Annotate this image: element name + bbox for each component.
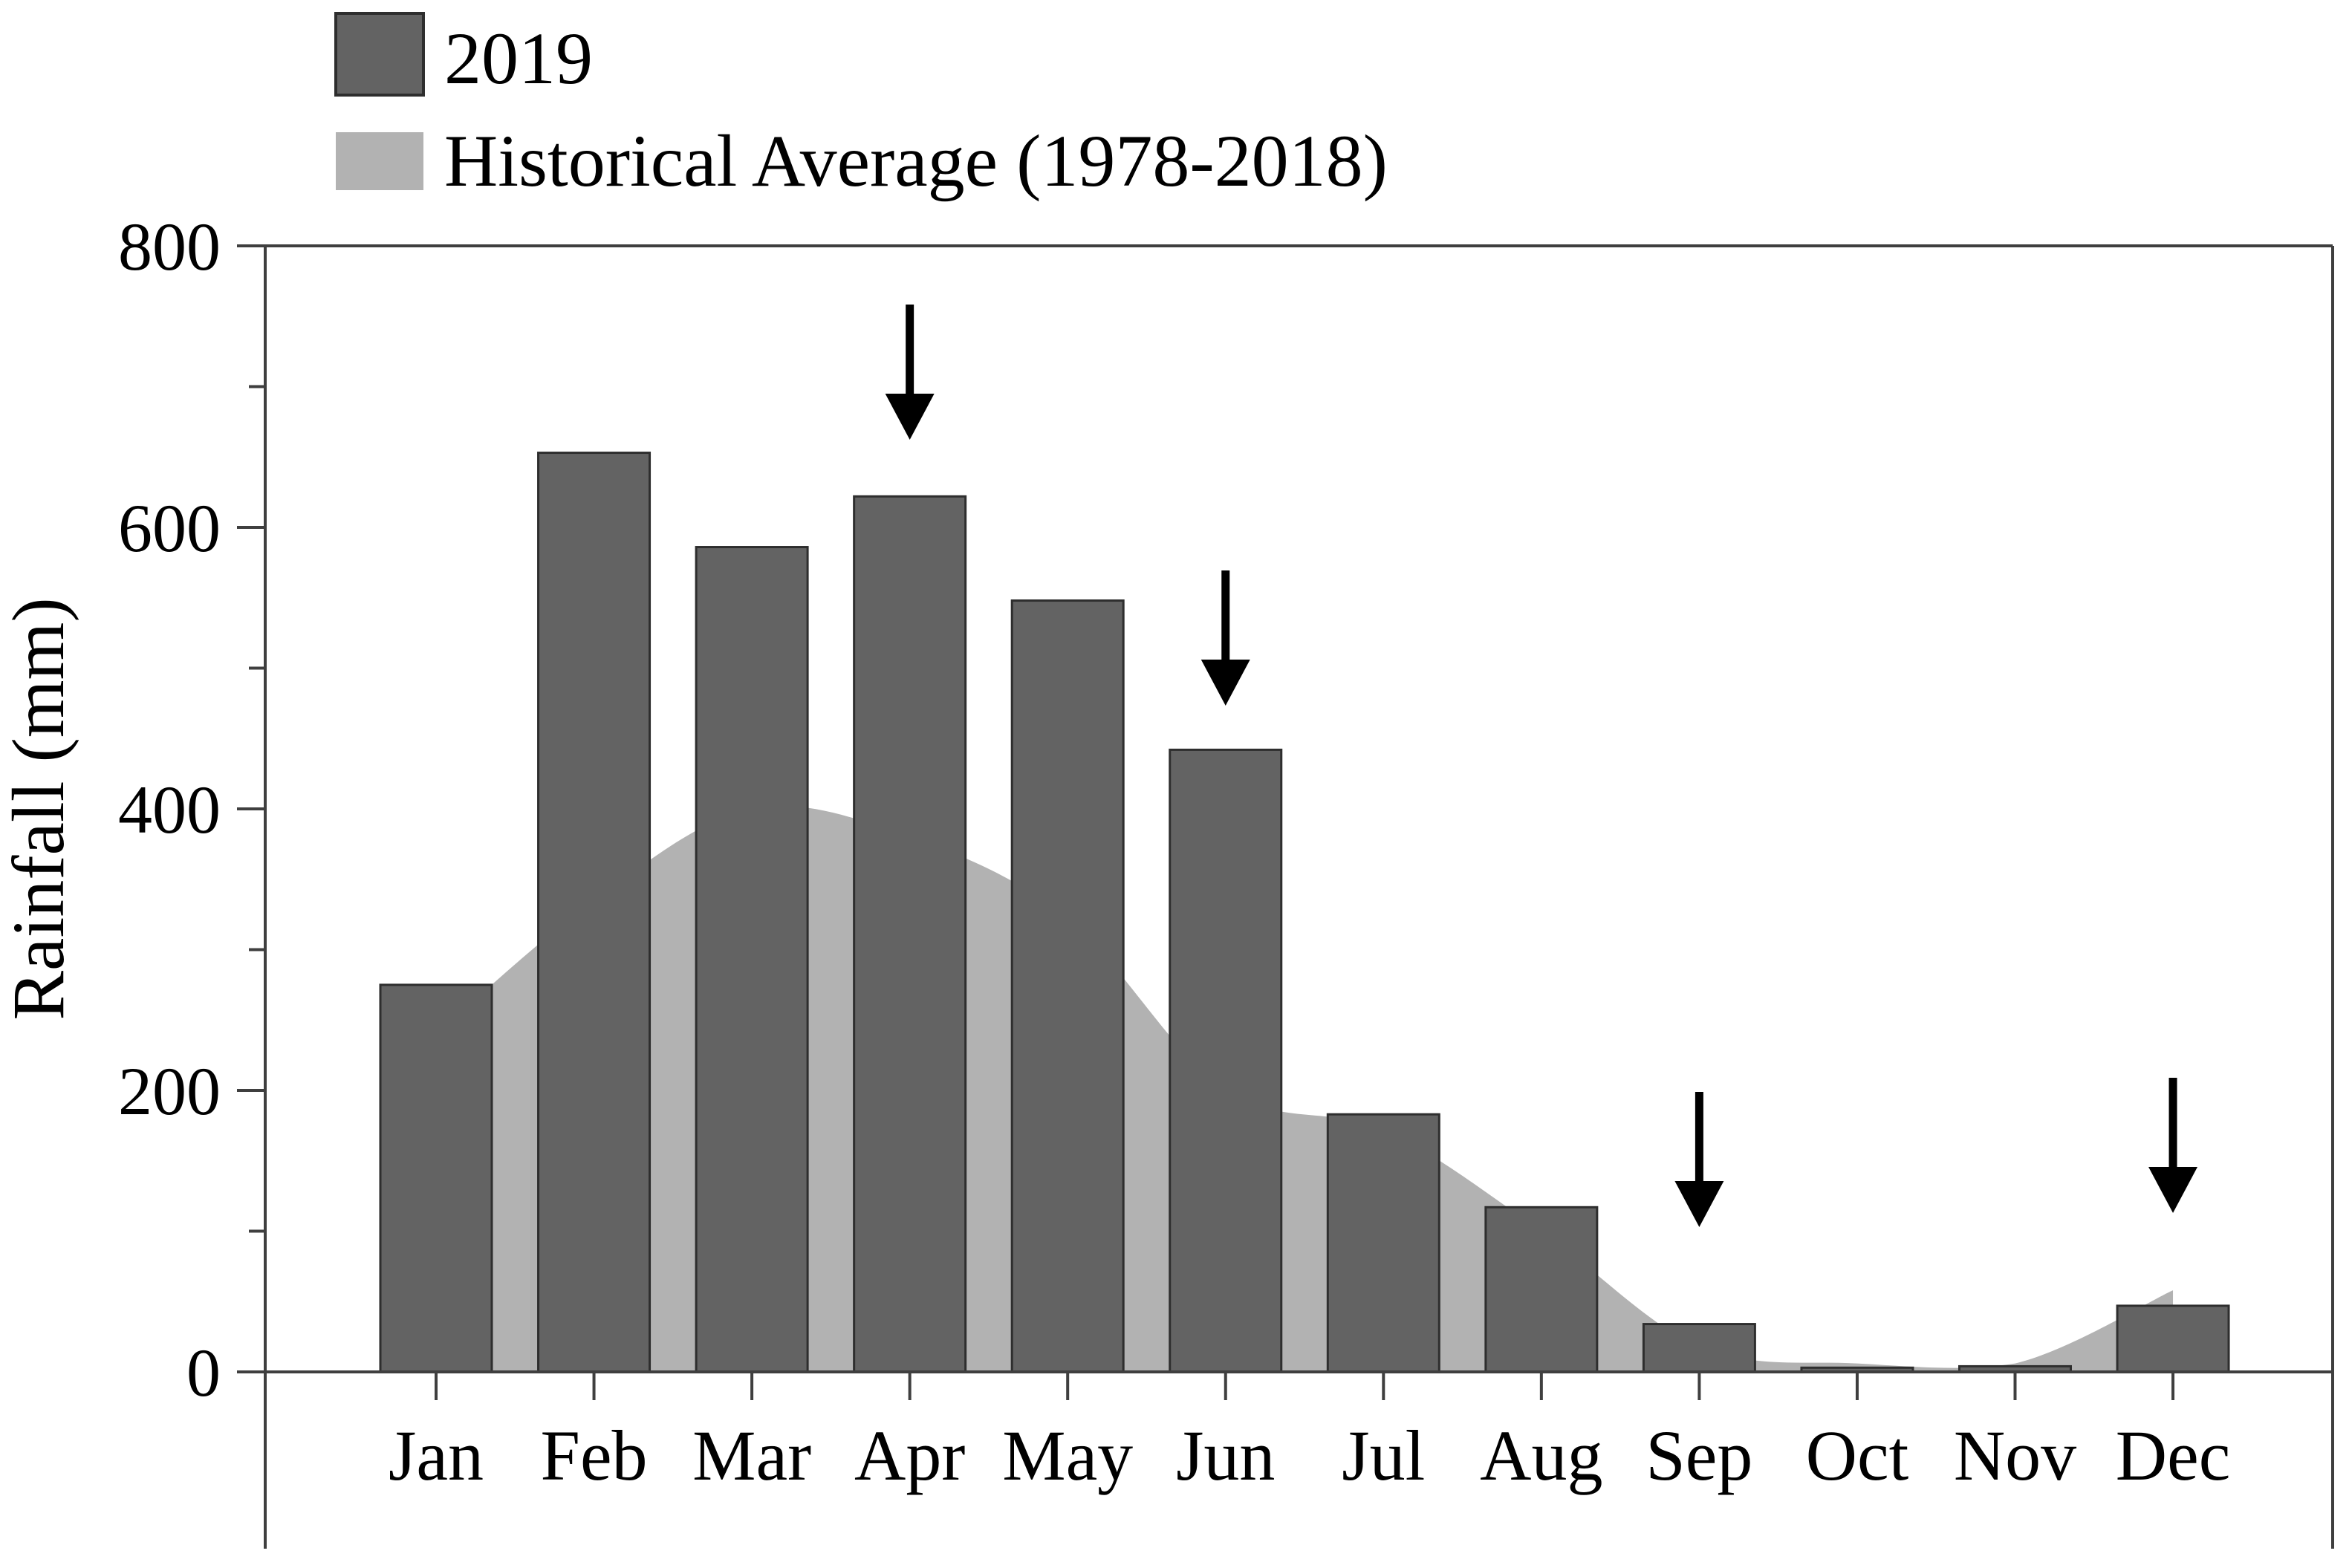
legend: 2019 Historical Average (1978-2018) — [334, 12, 1388, 202]
x-tick-label-Aug: Aug — [1480, 1416, 1602, 1495]
annotation-arrows — [885, 305, 2198, 1227]
y-axis-ticks: 0 200 400 600 800 — [118, 209, 265, 1411]
x-tick-label-May: May — [1002, 1416, 1133, 1495]
bar-2019-Mar — [695, 546, 809, 1373]
down-arrow-Apr — [885, 305, 935, 440]
y-tick-label-0: 0 — [186, 1335, 221, 1411]
y-axis-title: Rainfall (mm) — [0, 597, 79, 1020]
bar-2019-Sep — [1642, 1323, 1756, 1373]
down-arrow-Dec — [2148, 1078, 2198, 1213]
x-axis-ticks: Jan Feb Mar Apr May Jun Jul Aug Sep Oct Nov Dec — [389, 1372, 2230, 1495]
legend-label-2019: 2019 — [444, 17, 593, 100]
legend-swatch-historical — [336, 132, 423, 190]
x-tick-label-Jun: Jun — [1176, 1416, 1275, 1495]
y-tick-label-400: 400 — [118, 772, 221, 848]
bar-2019-Jul — [1326, 1113, 1440, 1373]
bar-2019-Aug — [1484, 1206, 1599, 1373]
legend-swatch-2019 — [334, 12, 425, 97]
x-tick-label-Sep: Sep — [1645, 1416, 1752, 1495]
bar-2019-Feb — [537, 452, 652, 1373]
bar-2019-Jun — [1169, 748, 1283, 1373]
down-arrow-Jun — [1201, 570, 1250, 706]
y-tick-label-600: 600 — [118, 490, 221, 566]
plot-frame — [264, 244, 2334, 1549]
bar-2019-Jan — [379, 983, 493, 1373]
bar-2019-Dec — [2116, 1304, 2230, 1373]
x-tick-label-Apr: Apr — [854, 1416, 965, 1495]
down-arrow-Sep — [1674, 1092, 1724, 1227]
x-tick-label-Jul: Jul — [1342, 1416, 1425, 1495]
y-tick-label-200: 200 — [118, 1053, 221, 1129]
x-tick-label-Jan: Jan — [389, 1416, 484, 1495]
x-tick-label-Dec: Dec — [2116, 1416, 2231, 1495]
x-tick-label-Oct: Oct — [1806, 1416, 1909, 1495]
bars-2019-layer — [379, 452, 2230, 1373]
legend-label-historical: Historical Average (1978-2018) — [444, 120, 1388, 202]
x-tick-label-Mar: Mar — [692, 1416, 811, 1495]
x-tick-label-Nov: Nov — [1954, 1416, 2076, 1495]
x-tick-label-Feb: Feb — [541, 1416, 648, 1495]
bar-2019-Apr — [853, 495, 967, 1373]
bar-2019-May — [1010, 599, 1125, 1373]
y-tick-label-800: 800 — [118, 209, 221, 284]
